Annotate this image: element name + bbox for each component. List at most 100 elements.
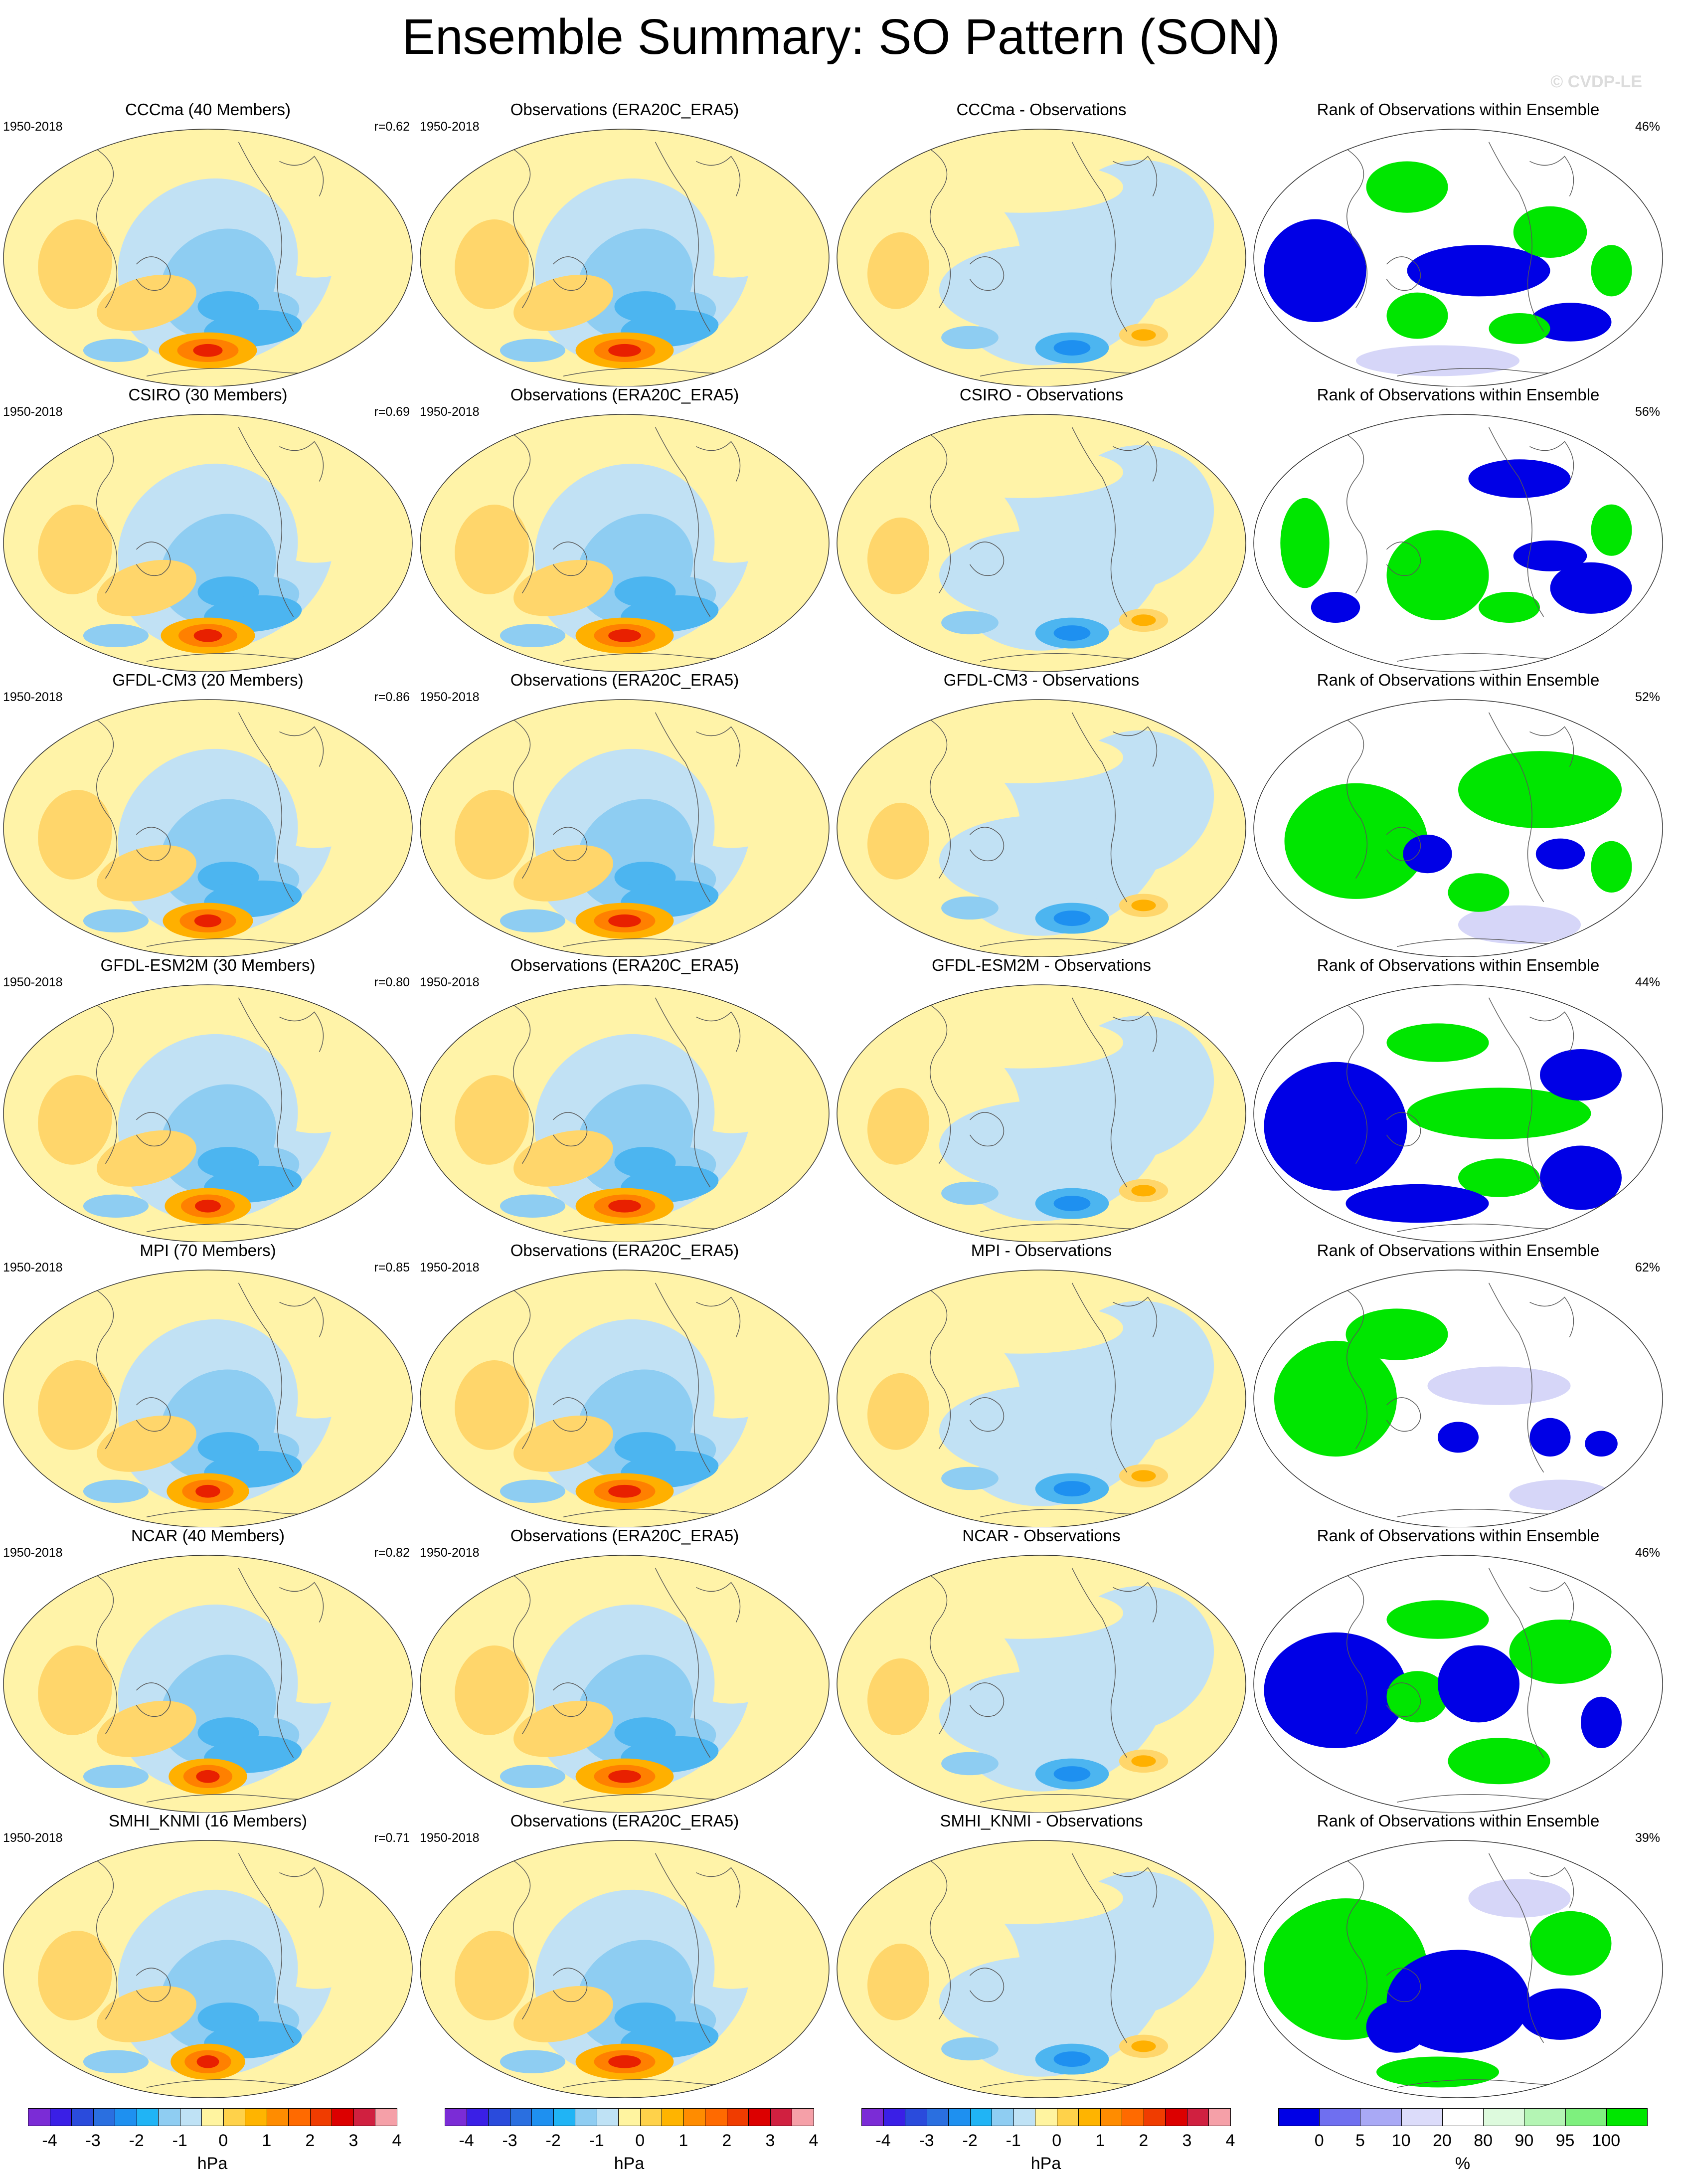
obs-panel: Observations (ERA20C_ERA5) 1950-2018 [417, 955, 833, 1242]
colorbar-swatch [136, 2108, 159, 2126]
colorbar-swatch [1078, 2108, 1101, 2126]
pattern-correlation: r=0.80 [374, 975, 410, 989]
colorbar-tick-label: 5 [1355, 2131, 1365, 2150]
colorbar-tick-label: -4 [459, 2131, 474, 2150]
diff-panel: NCAR - Observations [834, 1526, 1249, 1813]
colorbar-swatch [353, 2108, 376, 2126]
rank-panel: Rank of Observations within Ensemble 52% [1250, 670, 1666, 957]
panel-title: GFDL-ESM2M - Observations [931, 956, 1152, 974]
rank-percent: 44% [1635, 975, 1660, 989]
colorbar-swatch [201, 2108, 224, 2126]
colorbar-tick-label: -1 [172, 2131, 187, 2150]
colorbar-swatch [596, 2108, 619, 2126]
pattern-correlation: r=0.82 [374, 1546, 410, 1560]
colorbar-tick-label: 3 [1182, 2131, 1192, 2150]
rank-percent: 46% [1635, 120, 1660, 134]
colorbar-swatch [640, 2108, 663, 2126]
model-map [3, 414, 413, 672]
rank-map [1253, 1555, 1663, 1813]
colorbar-tick-label: 20 [1432, 2131, 1452, 2150]
rank-map [1253, 1270, 1663, 1527]
rank-panel: Rank of Observations within Ensemble 62% [1250, 1241, 1666, 1527]
rank-panel: Rank of Observations within Ensemble 56% [1250, 385, 1666, 672]
period-label: 1950-2018 [420, 1261, 480, 1274]
colorbar-swatch [531, 2108, 554, 2126]
colorbar-swatch [792, 2108, 814, 2126]
panel-title: SMHI_KNMI (16 Members) [109, 1812, 307, 1830]
obs-panel: Observations (ERA20C_ERA5) 1950-2018 [417, 1811, 833, 2098]
colorbar-tick-label: 0 [1314, 2131, 1324, 2150]
pressure-colorbar: -4 -3 -2 -1 0 1 2 3 4 hPa [28, 2108, 401, 2183]
colorbar-tick-label: 2 [305, 2131, 315, 2150]
diff-panel: GFDL-ESM2M - Observations [834, 955, 1249, 1242]
model-map [3, 1555, 413, 1813]
period-label: 1950-2018 [420, 405, 480, 419]
colorbar-swatch [1013, 2108, 1036, 2126]
colorbar-tick-label: -3 [502, 2131, 517, 2150]
colorbar-swatch [1143, 2108, 1166, 2126]
diff-panel: SMHI_KNMI - Observations [834, 1811, 1249, 2098]
obs-map [420, 1555, 830, 1813]
pattern-correlation: r=0.71 [374, 1831, 410, 1845]
colorbar-tick-label: 2 [1139, 2131, 1149, 2150]
panel-title: GFDL-ESM2M (30 Members) [100, 956, 316, 974]
panel-title: NCAR (40 Members) [131, 1526, 285, 1545]
diff-map [837, 984, 1246, 1242]
colorbar-tick-label: 95 [1555, 2131, 1575, 2150]
rank-percent: 56% [1635, 405, 1660, 419]
colorbar-tick-label: -1 [589, 2131, 604, 2150]
panel-title: Rank of Observations within Ensemble [1317, 385, 1600, 404]
colorbar-swatch [1360, 2108, 1402, 2126]
colorbar-swatch [992, 2108, 1014, 2126]
colorbar-swatch [575, 2108, 597, 2126]
colorbar-swatch [905, 2108, 927, 2126]
rank-percent: 52% [1635, 690, 1660, 704]
pressure-colorbar: -4 -3 -2 -1 0 1 2 3 4 hPa [445, 2108, 818, 2183]
period-label: 1950-2018 [420, 975, 480, 989]
colorbar-swatch [1442, 2108, 1484, 2126]
model-map [3, 699, 413, 957]
rank-colorbar: 0 5 10 20 80 90 95 100% [1278, 2108, 1648, 2183]
colorbar-tick-label: -4 [875, 2131, 891, 2150]
panel-title: Rank of Observations within Ensemble [1317, 1241, 1600, 1260]
colorbar-tick-label: 0 [218, 2131, 228, 2150]
model-map [3, 129, 413, 386]
model-panel: SMHI_KNMI (16 Members) 1950-2018 r=0.71 [0, 1811, 416, 2098]
colorbar-tick-label: 80 [1474, 2131, 1493, 2150]
rank-map [1253, 414, 1663, 672]
colorbar-swatch [948, 2108, 971, 2126]
period-label: 1950-2018 [3, 1546, 63, 1560]
colorbar-swatch [1483, 2108, 1525, 2126]
colorbar-swatch [553, 2108, 576, 2126]
panel-title: Rank of Observations within Ensemble [1317, 956, 1600, 974]
panel-title: CCCma - Observations [956, 100, 1127, 119]
diff-map [837, 1840, 1246, 2098]
model-map [3, 1840, 413, 2098]
model-panel: MPI (70 Members) 1950-2018 r=0.85 [0, 1241, 416, 1527]
model-panel: GFDL-ESM2M (30 Members) 1950-2018 r=0.80 [0, 955, 416, 1242]
colorbar-swatch [926, 2108, 949, 2126]
colorbar-swatch [1186, 2108, 1209, 2126]
colorbar-swatch [488, 2108, 510, 2126]
rank-panel: Rank of Observations within Ensemble 46% [1250, 100, 1666, 386]
panel-title: CSIRO - Observations [959, 385, 1124, 404]
rank-panel: Rank of Observations within Ensemble 46% [1250, 1526, 1666, 1813]
colorbar-swatch [223, 2108, 246, 2126]
obs-panel: Observations (ERA20C_ERA5) 1950-2018 [417, 385, 833, 672]
colorbar-tick-label: -1 [1006, 2131, 1021, 2150]
panel-title: NCAR - Observations [962, 1526, 1121, 1545]
panel-title: Observations (ERA20C_ERA5) [510, 671, 739, 689]
colorbar-swatch [1035, 2108, 1057, 2126]
colorbar-tick-label: 3 [348, 2131, 358, 2150]
colorbar-swatch [93, 2108, 116, 2126]
colorbar-tick-label: 4 [1225, 2131, 1235, 2150]
colorbar-swatch [332, 2108, 354, 2126]
pattern-correlation: r=0.86 [374, 690, 410, 704]
panel-title: Rank of Observations within Ensemble [1317, 100, 1600, 119]
watermark: © CVDP-LE [1550, 72, 1642, 91]
colorbar-tick-label: -3 [919, 2131, 934, 2150]
period-label: 1950-2018 [3, 1261, 63, 1274]
colorbar-swatch [883, 2108, 906, 2126]
colorbar-swatch [662, 2108, 684, 2126]
colorbar-unit: hPa [197, 2154, 228, 2173]
